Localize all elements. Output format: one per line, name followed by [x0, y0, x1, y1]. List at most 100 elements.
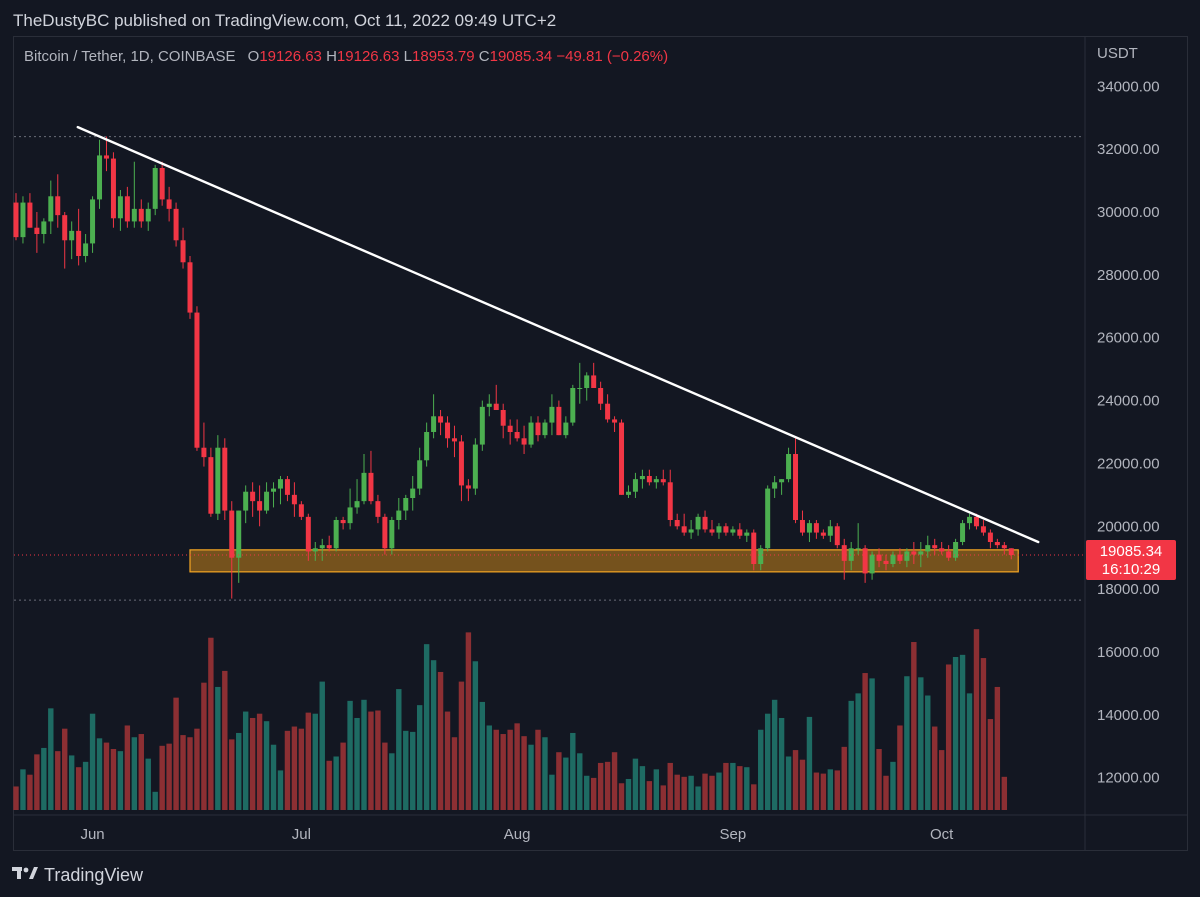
volume-bar	[256, 713, 263, 810]
high-label: H	[326, 48, 337, 65]
support-zone-layer[interactable]	[189, 549, 1019, 573]
tradingview-footer[interactable]: TradingView	[12, 862, 143, 888]
candle-body	[34, 227, 40, 234]
volume-bar	[187, 737, 193, 810]
time-tick-label: Sep	[720, 826, 747, 843]
volume-bar	[507, 729, 513, 810]
volume-bar	[423, 644, 430, 810]
candle-body	[674, 520, 680, 527]
time-tick-label: Aug	[504, 826, 531, 843]
candle-body	[765, 488, 771, 549]
price-tick-label: 32000.00	[1097, 141, 1160, 158]
volume-bar	[34, 754, 40, 810]
candle-body	[117, 196, 123, 219]
volume-bar	[62, 728, 68, 810]
candle-body	[876, 554, 882, 561]
volume-bar	[68, 755, 75, 810]
candle-body	[493, 403, 499, 410]
trendline-layer[interactable]	[76, 125, 1040, 544]
candle-body	[403, 498, 409, 511]
candle-body	[960, 523, 966, 542]
volume-bar	[75, 767, 82, 810]
candle-body	[250, 491, 256, 502]
volume-bar	[368, 711, 374, 810]
candle-body	[368, 472, 374, 502]
candle-body	[528, 422, 534, 445]
open-label: O	[247, 48, 260, 65]
volume-bar	[375, 710, 381, 810]
candle-body	[465, 485, 471, 489]
volume-bar	[277, 770, 284, 810]
volume-bar	[611, 752, 618, 810]
candle-body	[131, 208, 137, 222]
volume-bar	[249, 717, 256, 810]
volume-bar	[535, 729, 541, 810]
candle-body	[632, 479, 638, 492]
candle-body	[271, 488, 277, 492]
candle-body	[953, 542, 959, 558]
volume-bar	[41, 747, 47, 810]
volume-bar	[444, 711, 451, 810]
volume-bar	[980, 658, 987, 810]
volume-bar	[681, 776, 687, 810]
open-value: 19126.63	[259, 48, 322, 65]
volume-bar	[263, 721, 270, 810]
candle-body	[688, 529, 694, 533]
candle-body	[236, 510, 242, 558]
volume-bar	[869, 678, 875, 810]
descending-trendline[interactable]	[76, 125, 1040, 544]
candle-body	[257, 501, 263, 511]
volume-bar	[834, 770, 840, 810]
candle-body	[507, 425, 513, 432]
candle-body	[925, 545, 931, 552]
volume-bar	[604, 761, 611, 810]
candle-body	[827, 526, 833, 536]
candle-body	[563, 422, 569, 436]
candle-body	[215, 447, 221, 514]
volume-bar	[597, 762, 604, 810]
chart-frame[interactable]	[13, 36, 1188, 851]
candle-body	[472, 444, 478, 489]
symbol-description[interactable]: Bitcoin / Tether, 1D, COINBASE	[24, 48, 236, 65]
time-axis[interactable]: Jun Jul Aug Sep Oct	[80, 826, 954, 843]
candle-body	[417, 460, 423, 489]
volume-bar	[333, 756, 339, 810]
volume-bar	[117, 751, 124, 810]
volume-bar	[131, 737, 138, 810]
volume-bar	[876, 749, 882, 810]
candle-body	[716, 526, 722, 533]
brand-name[interactable]: TradingView	[44, 864, 144, 885]
published-header: TheDustyBC published on TradingView.com,…	[0, 0, 1200, 40]
candle-body	[500, 410, 506, 426]
volume-bar	[563, 757, 569, 810]
candle-body	[264, 491, 270, 511]
support-zone-rect[interactable]	[189, 549, 1019, 573]
price-axis[interactable]: USDT 34000.00 32000.00 30000.00 28000.00 260…	[1097, 45, 1160, 787]
volume-bar	[820, 773, 827, 810]
volume-bar	[890, 761, 896, 810]
candle-body	[612, 419, 618, 423]
volume-bar	[751, 784, 757, 810]
candle-body	[535, 422, 541, 436]
candle-body	[27, 202, 33, 228]
volume-bar	[709, 775, 715, 810]
candle-body	[222, 447, 228, 511]
volume-bar	[242, 711, 249, 810]
volume-bar	[403, 730, 409, 810]
last-price-label: 19085.34 16:10:29	[1086, 540, 1176, 580]
candle-body	[187, 262, 193, 313]
candle-body	[973, 516, 979, 527]
candle-body	[967, 516, 973, 524]
ohlc-legend[interactable]: Bitcoin / Tether, 1D, COINBASE O19126.63…	[24, 48, 668, 65]
volume-bar	[813, 772, 820, 810]
volume-bar	[326, 760, 332, 810]
volume-bar	[590, 777, 597, 810]
volume-bar	[124, 725, 131, 810]
volume-bar	[653, 769, 660, 810]
candle-body	[570, 388, 576, 423]
volume-bar	[173, 697, 179, 810]
volume-bar	[542, 737, 548, 810]
candle-body	[521, 438, 527, 445]
volume-bar	[110, 749, 117, 810]
